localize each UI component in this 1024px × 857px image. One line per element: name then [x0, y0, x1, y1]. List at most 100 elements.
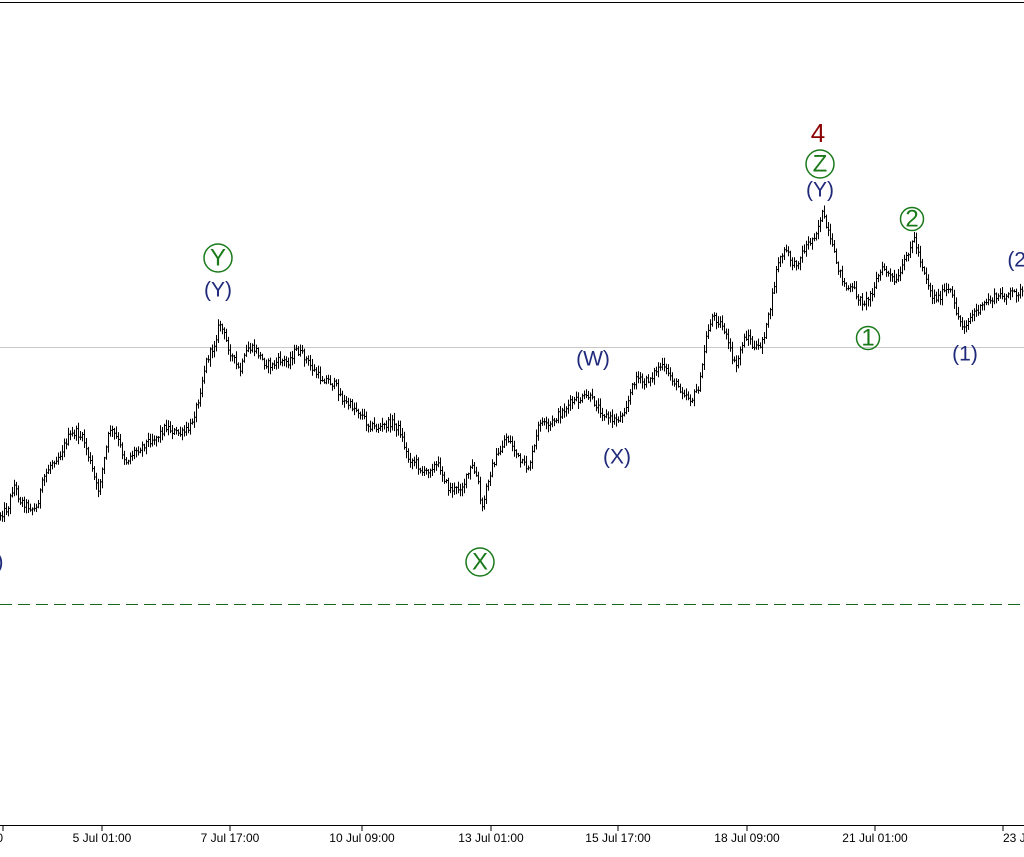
- price-bar: [289, 351, 292, 370]
- price-bar: [977, 304, 980, 316]
- price-bar: [811, 237, 814, 250]
- x-tick-label: 13 Jul 01:00: [458, 831, 524, 845]
- price-bar: [1007, 292, 1010, 299]
- price-bar: [711, 313, 714, 327]
- price-bar: [947, 283, 950, 294]
- svg-text:): ): [0, 551, 4, 574]
- price-bar: [227, 336, 230, 355]
- price-bar: [945, 282, 948, 297]
- svg-text:2: 2: [905, 206, 918, 233]
- price-bar: [321, 376, 324, 382]
- price-bar: [665, 363, 668, 375]
- wave-label-circled-3: X: [465, 547, 495, 577]
- price-bar: [763, 332, 766, 344]
- price-bar: [715, 312, 718, 330]
- price-bar: [667, 364, 670, 377]
- price-bar: [399, 420, 402, 438]
- price-bar: [525, 455, 528, 473]
- price-bar: [729, 338, 732, 352]
- price-bar: [173, 428, 176, 435]
- price-bar: [907, 252, 910, 262]
- price-bar: [523, 455, 526, 466]
- price-bar: [659, 362, 662, 371]
- price-bar: [971, 309, 974, 322]
- price-bar: [761, 337, 764, 354]
- price-bar: [1015, 288, 1018, 303]
- price-bar: [719, 316, 722, 328]
- price-bar: [949, 288, 952, 293]
- price-bar: [5, 503, 8, 515]
- price-bar: [275, 357, 278, 370]
- price-bar: [157, 436, 160, 443]
- price-bar: [403, 431, 406, 450]
- price-bar: [213, 341, 216, 358]
- price-bar: [125, 457, 128, 465]
- price-bar: [781, 253, 784, 264]
- price-bar: [43, 474, 46, 486]
- price-bar: [531, 445, 534, 469]
- price-bar: [1001, 287, 1004, 300]
- price-bar: [185, 421, 188, 436]
- price-bar: [477, 471, 480, 485]
- price-bar: [721, 315, 724, 331]
- price-bar: [165, 419, 168, 433]
- price-bar: [311, 359, 314, 376]
- price-bar: [333, 377, 336, 390]
- price-bar: [653, 367, 656, 385]
- price-bar: [11, 486, 14, 498]
- price-bar: [377, 423, 380, 433]
- price-bar: [443, 471, 446, 484]
- price-bar: [87, 446, 90, 462]
- price-bar: [765, 322, 768, 339]
- price-bar: [249, 342, 252, 354]
- price-bar: [933, 289, 936, 304]
- price-bar: [689, 394, 692, 407]
- price-bar: [957, 306, 960, 320]
- price-bar: [857, 294, 860, 306]
- price-bar: [591, 388, 594, 400]
- price-bar: [273, 360, 276, 369]
- wave-label-0: ): [0, 551, 4, 574]
- price-bar: [51, 460, 54, 470]
- price-bar: [267, 358, 270, 374]
- price-bar: [219, 320, 222, 332]
- price-bar: [819, 217, 822, 233]
- price-bar: [731, 341, 734, 365]
- price-bar: [193, 411, 196, 428]
- price-bar: [701, 363, 704, 379]
- price-bar: [375, 423, 378, 433]
- horizontal-lines: [0, 347, 1024, 605]
- price-bar: [257, 347, 260, 359]
- x-tick-label: 7 Jul 17:00: [201, 831, 260, 845]
- price-bar: [25, 499, 28, 514]
- price-bar: [151, 433, 154, 447]
- price-bar: [97, 478, 100, 498]
- price-bar: [979, 304, 982, 315]
- price-bar: [83, 429, 86, 448]
- price-bar: [335, 379, 338, 387]
- price-bar: [3, 502, 6, 522]
- price-bar: [937, 288, 940, 303]
- price-bar: [91, 455, 94, 472]
- price-bar: [45, 468, 48, 483]
- price-bar: [801, 245, 804, 263]
- price-bar: [387, 417, 390, 432]
- price-bar: [607, 411, 610, 425]
- price-bar: [95, 472, 98, 490]
- price-bar: [861, 293, 864, 311]
- price-bar: [991, 297, 994, 309]
- price-bar: [427, 469, 430, 479]
- price-bar: [587, 390, 590, 400]
- price-bar: [799, 256, 802, 271]
- price-bar: [835, 248, 838, 264]
- price-bar: [851, 282, 854, 292]
- price-bar: [863, 300, 866, 307]
- price-bar: [855, 281, 858, 300]
- price-bar: [885, 266, 888, 277]
- wave-label-12: (2: [1007, 249, 1024, 272]
- price-bar: [265, 359, 268, 369]
- price-bar: [23, 496, 26, 513]
- price-bar: [31, 507, 34, 516]
- price-bar: [195, 402, 198, 423]
- price-bar: [921, 258, 924, 272]
